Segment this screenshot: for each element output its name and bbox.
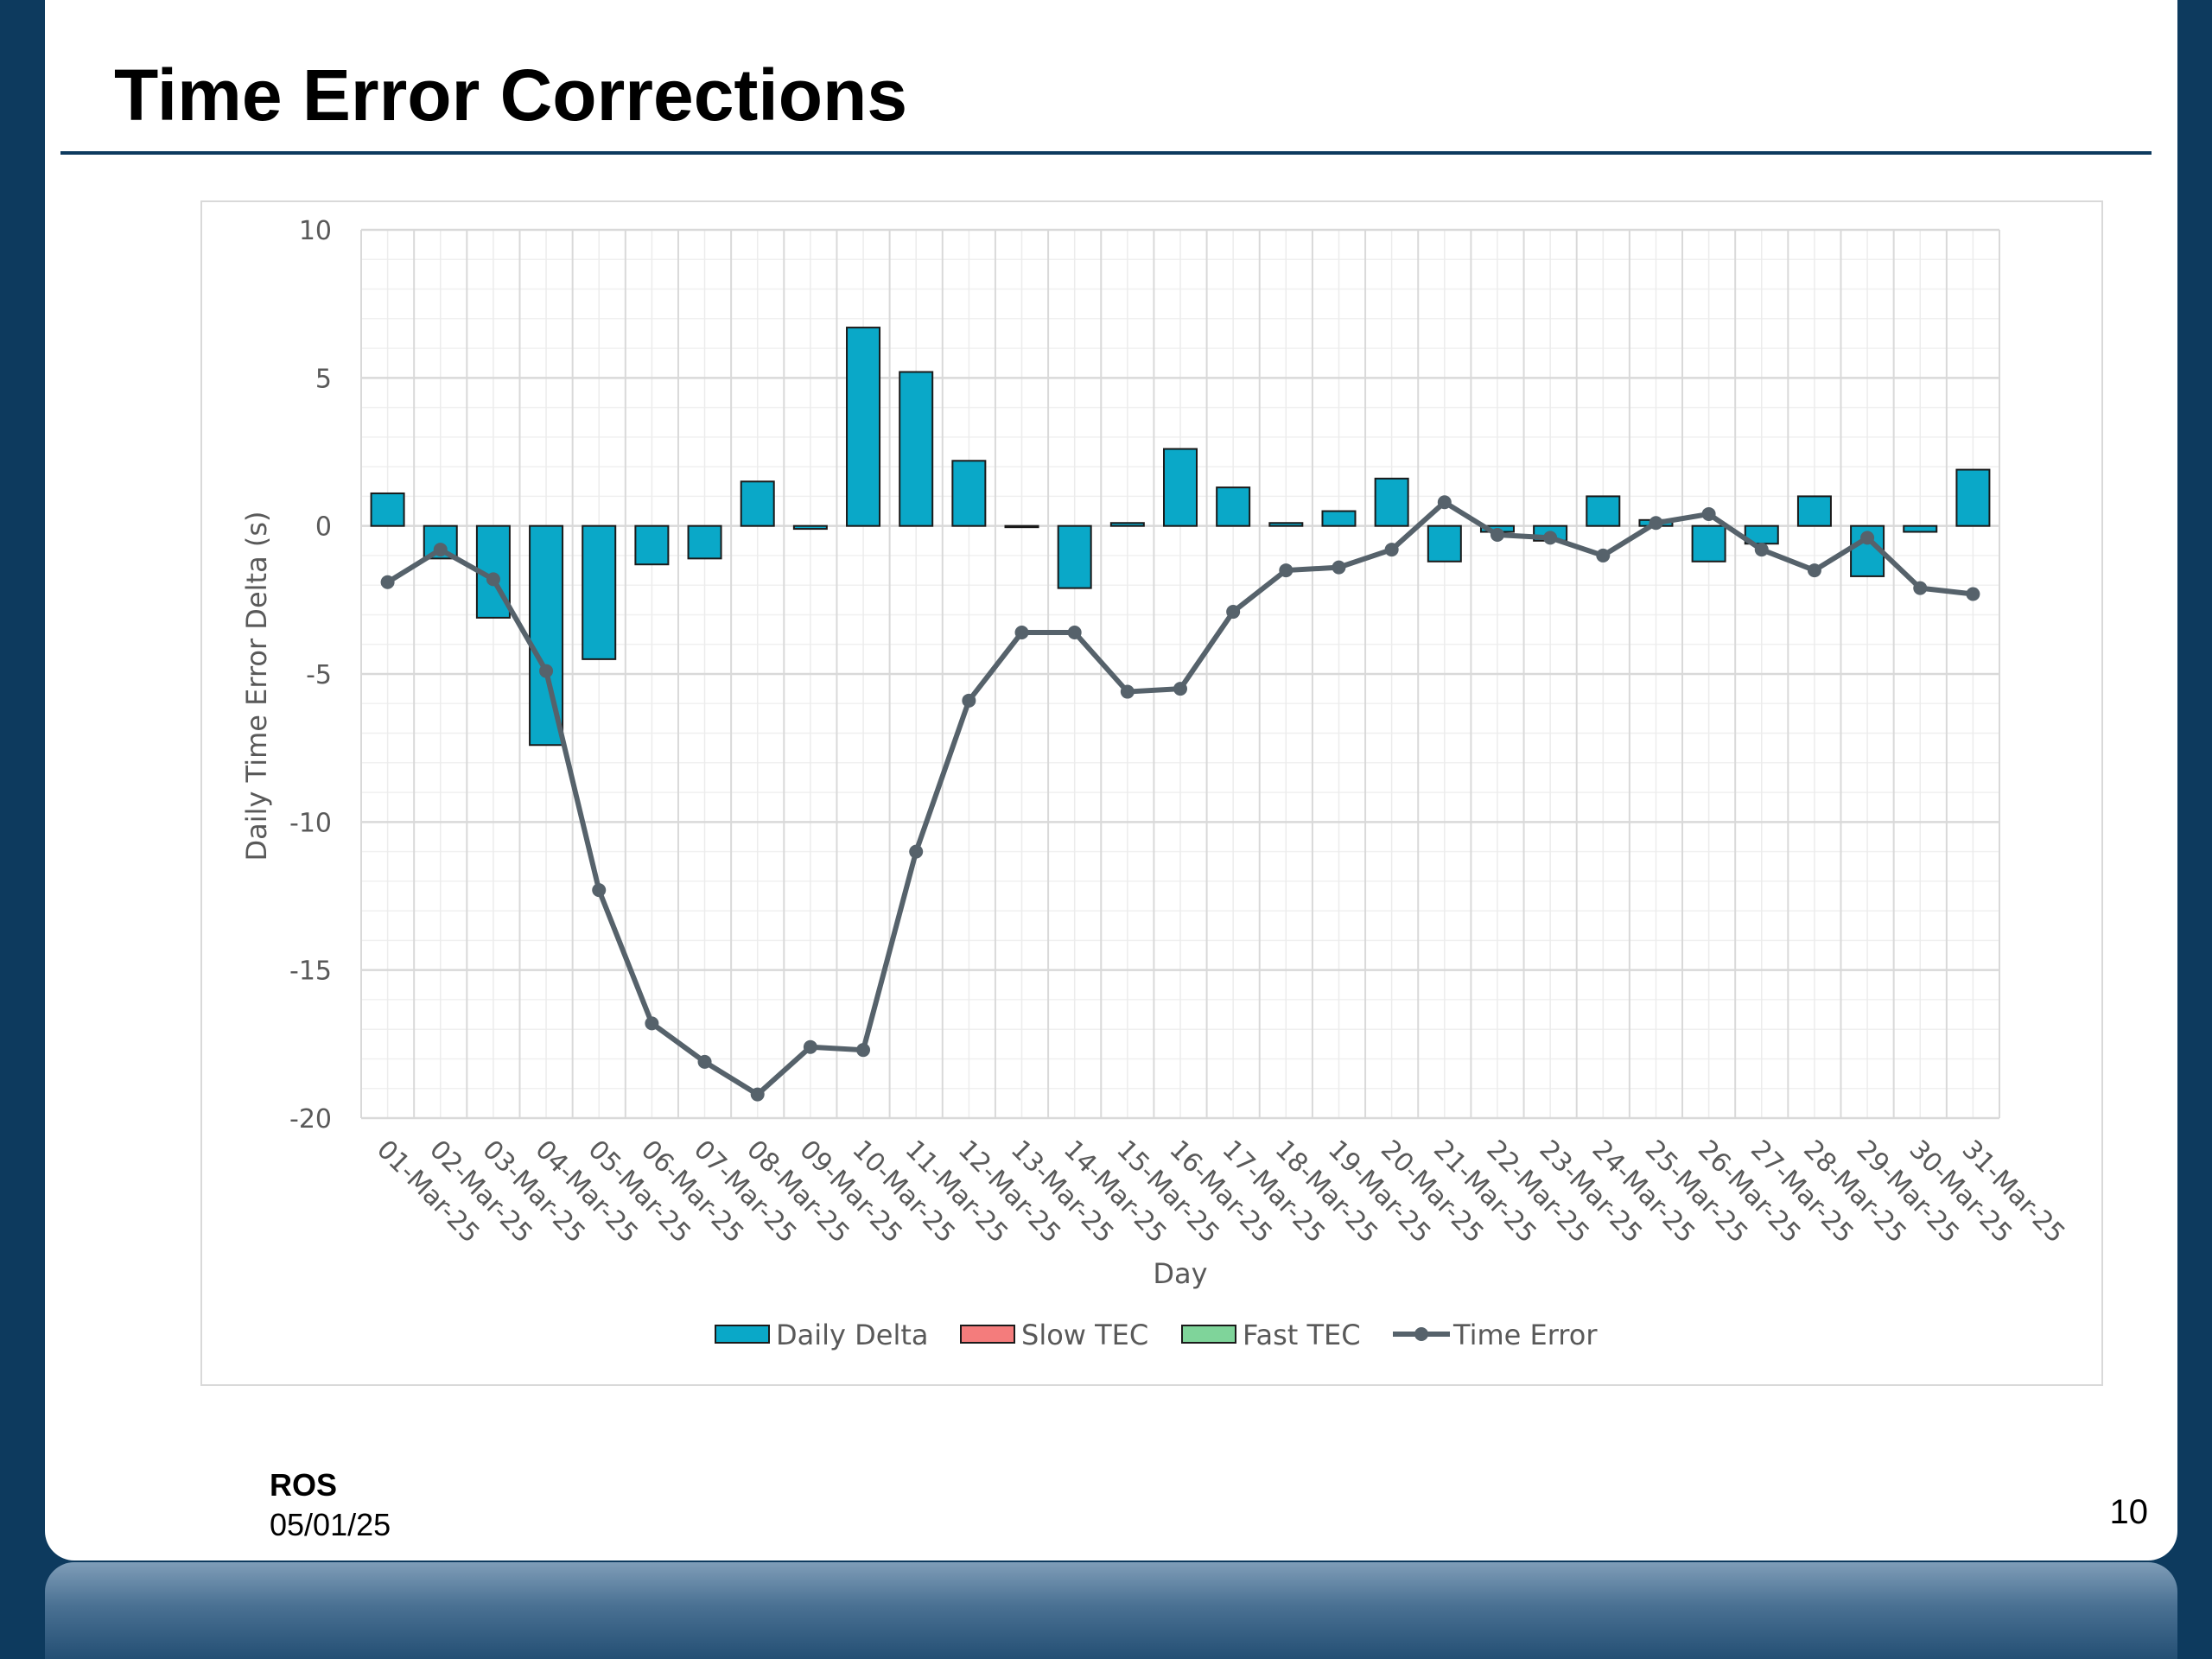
time-error-point	[1332, 560, 1346, 575]
bar-daily-delta	[1163, 448, 1198, 527]
time-error-chart: 1050-5-10-15-2001-Mar-2502-Mar-2503-Mar-…	[200, 200, 2103, 1386]
bar-daily-delta	[899, 371, 934, 527]
bar-daily-delta	[634, 524, 670, 566]
time-error-point	[380, 575, 395, 589]
bar-daily-delta	[1321, 510, 1357, 527]
footer-date: 05/01/25	[270, 1507, 391, 1542]
bar-daily-delta	[792, 524, 828, 531]
time-error-point	[1384, 543, 1399, 557]
bar-daily-delta	[1796, 495, 1832, 527]
y-tick-label: -5	[306, 660, 332, 690]
y-tick-label: -10	[289, 808, 332, 838]
time-error-point	[1754, 543, 1769, 557]
y-axis-title: Daily Time Error Delta (s)	[240, 512, 273, 861]
y-tick-label: 10	[299, 216, 332, 246]
time-error-point	[539, 664, 554, 678]
legend-label: Daily Delta	[776, 1319, 929, 1351]
title-divider	[60, 151, 2152, 155]
slide-canvas: Time Error Corrections 10 5 0 -5 -10 -15 -20 01…	[45, 0, 2177, 1560]
time-error-point	[1860, 531, 1875, 545]
chart-frame	[200, 200, 2103, 1386]
y-tick-label: -15	[289, 957, 332, 987]
bar-daily-delta	[1057, 524, 1092, 589]
page-number: 10	[2109, 1493, 2149, 1531]
legend-swatch	[715, 1325, 770, 1344]
bar-daily-delta	[1586, 495, 1621, 527]
time-error-point	[486, 572, 500, 587]
bar-daily-delta	[1216, 486, 1251, 527]
bar-daily-delta	[1427, 524, 1462, 563]
time-error-point	[1173, 682, 1187, 696]
chart-legend: Daily Delta Slow TEC Fast TEC Time Error	[715, 1319, 1598, 1351]
bar-daily-delta	[951, 460, 987, 527]
bar-daily-delta	[1268, 522, 1304, 527]
time-error-point	[1067, 626, 1082, 640]
time-error-point	[1596, 548, 1611, 563]
time-error-point	[1701, 506, 1716, 521]
footer-organization: ROS	[270, 1467, 338, 1503]
legend-swatch	[960, 1325, 1015, 1344]
time-error-point	[592, 883, 607, 898]
y-tick-label: 5	[315, 364, 332, 394]
y-tick-label: -20	[289, 1104, 332, 1135]
time-error-point	[909, 844, 924, 859]
time-error-point	[1437, 495, 1452, 510]
time-error-point	[1226, 605, 1241, 620]
y-tick-label: 0	[315, 512, 332, 543]
time-error-point	[1807, 563, 1821, 578]
bar-daily-delta	[370, 492, 405, 527]
time-error-point	[1543, 531, 1558, 545]
legend-label: Time Error	[1452, 1319, 1598, 1351]
time-error-point	[962, 693, 976, 708]
time-error-point	[645, 1016, 659, 1031]
bar-daily-delta	[1955, 468, 1991, 527]
time-error-point	[1014, 626, 1029, 640]
legend-label: Fast TEC	[1243, 1319, 1361, 1351]
legend-label: Slow TEC	[1021, 1319, 1148, 1351]
time-error-point	[1120, 684, 1135, 699]
bar-daily-delta	[1109, 522, 1145, 527]
x-axis-title: Day	[1153, 1257, 1207, 1290]
slide-title: Time Error Corrections	[114, 54, 908, 136]
legend-marker	[1414, 1327, 1428, 1341]
time-error-point	[1490, 527, 1504, 542]
bar-daily-delta	[846, 327, 881, 527]
time-error-point	[433, 543, 448, 557]
bar-daily-delta	[582, 524, 617, 660]
bar-daily-delta	[1004, 524, 1039, 529]
time-error-point	[1966, 587, 1980, 601]
bar-daily-delta	[687, 524, 722, 560]
time-error-point	[697, 1054, 712, 1069]
legend-swatch	[1181, 1325, 1236, 1344]
time-error-point	[803, 1039, 817, 1054]
time-error-point	[750, 1087, 765, 1102]
time-error-point	[856, 1043, 871, 1058]
time-error-point	[1649, 516, 1663, 531]
bar-daily-delta	[1691, 524, 1726, 563]
bottom-decorative-band	[45, 1562, 2177, 1659]
bar-daily-delta	[1374, 477, 1409, 527]
bar-daily-delta	[740, 480, 775, 527]
time-error-point	[1279, 563, 1294, 578]
time-error-point	[1913, 581, 1928, 595]
bar-daily-delta	[1903, 524, 1938, 533]
